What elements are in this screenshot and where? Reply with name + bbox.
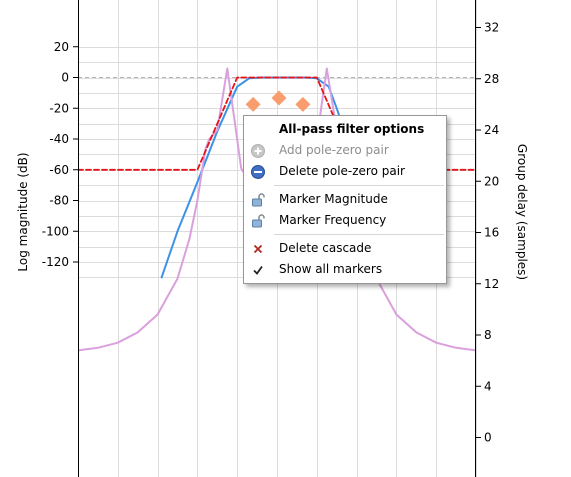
menu-item-label: Marker Magnitude [279,192,388,206]
right-tick-label: 8 [484,328,492,342]
menu-item-label: Delete pole-zero pair [279,164,405,178]
menu-item-label: Marker Frequency [279,213,387,227]
right-tick-label: 24 [484,123,499,137]
check-icon [250,262,266,278]
menu-separator [274,185,444,186]
pole-zero-marker-1[interactable] [245,96,261,112]
right-axis-title: Group delay (samples) [515,144,529,280]
right-tick-label: 0 [484,431,492,445]
pole-zero-marker-3[interactable] [295,96,311,112]
left-tick-label: 0 [61,71,69,85]
right-tick-label: 12 [484,277,499,291]
left-tick-label: -100 [42,224,69,238]
menu-item-label: Delete cascade [279,241,372,255]
left-tick-label: -40 [49,132,69,146]
add-circle-icon [250,143,266,159]
right-tick-label: 32 [484,21,499,35]
remove-circle-icon [250,164,266,180]
left-tick-label: -60 [49,163,69,177]
all-pass-filter-context-menu[interactable]: All-pass filter options Add pole-zero pa… [243,115,447,284]
right-tick-label: 16 [484,226,499,240]
menu-item-show-all-markers[interactable]: Show all markers [244,259,446,280]
right-tick-label: 4 [484,379,492,393]
left-axis-ticks: 20 0 -20 -40 -60 -80 -100 -120 [42,40,78,269]
menu-item-add-pole-zero-pair[interactable]: Add pole-zero pair [244,140,446,161]
menu-item-marker-magnitude[interactable]: Marker Magnitude [244,189,446,210]
left-tick-label: 20 [54,40,69,54]
menu-separator [274,234,444,235]
right-tick-label: 20 [484,174,499,188]
unlock-icon [250,192,266,208]
pole-zero-marker-2[interactable] [271,90,287,106]
left-tick-label: -20 [49,101,69,115]
menu-item-delete-pole-zero-pair[interactable]: Delete pole-zero pair [244,161,446,182]
right-tick-label: 28 [484,72,499,86]
menu-item-label: Add pole-zero pair [279,143,389,157]
menu-item-delete-cascade[interactable]: Delete cascade [244,238,446,259]
delete-x-icon [250,241,266,257]
right-axis-ticks: 32 28 24 20 16 12 8 4 0 [476,21,499,445]
left-tick-label: -120 [42,255,69,269]
marker-group[interactable] [245,90,311,112]
unlock-icon [250,213,266,229]
menu-title: All-pass filter options [279,122,425,136]
menu-item-marker-frequency[interactable]: Marker Frequency [244,210,446,231]
left-tick-label: -80 [49,194,69,208]
menu-item-label: Show all markers [279,262,383,276]
left-axis-title: Log magnitude (dB) [16,152,30,271]
